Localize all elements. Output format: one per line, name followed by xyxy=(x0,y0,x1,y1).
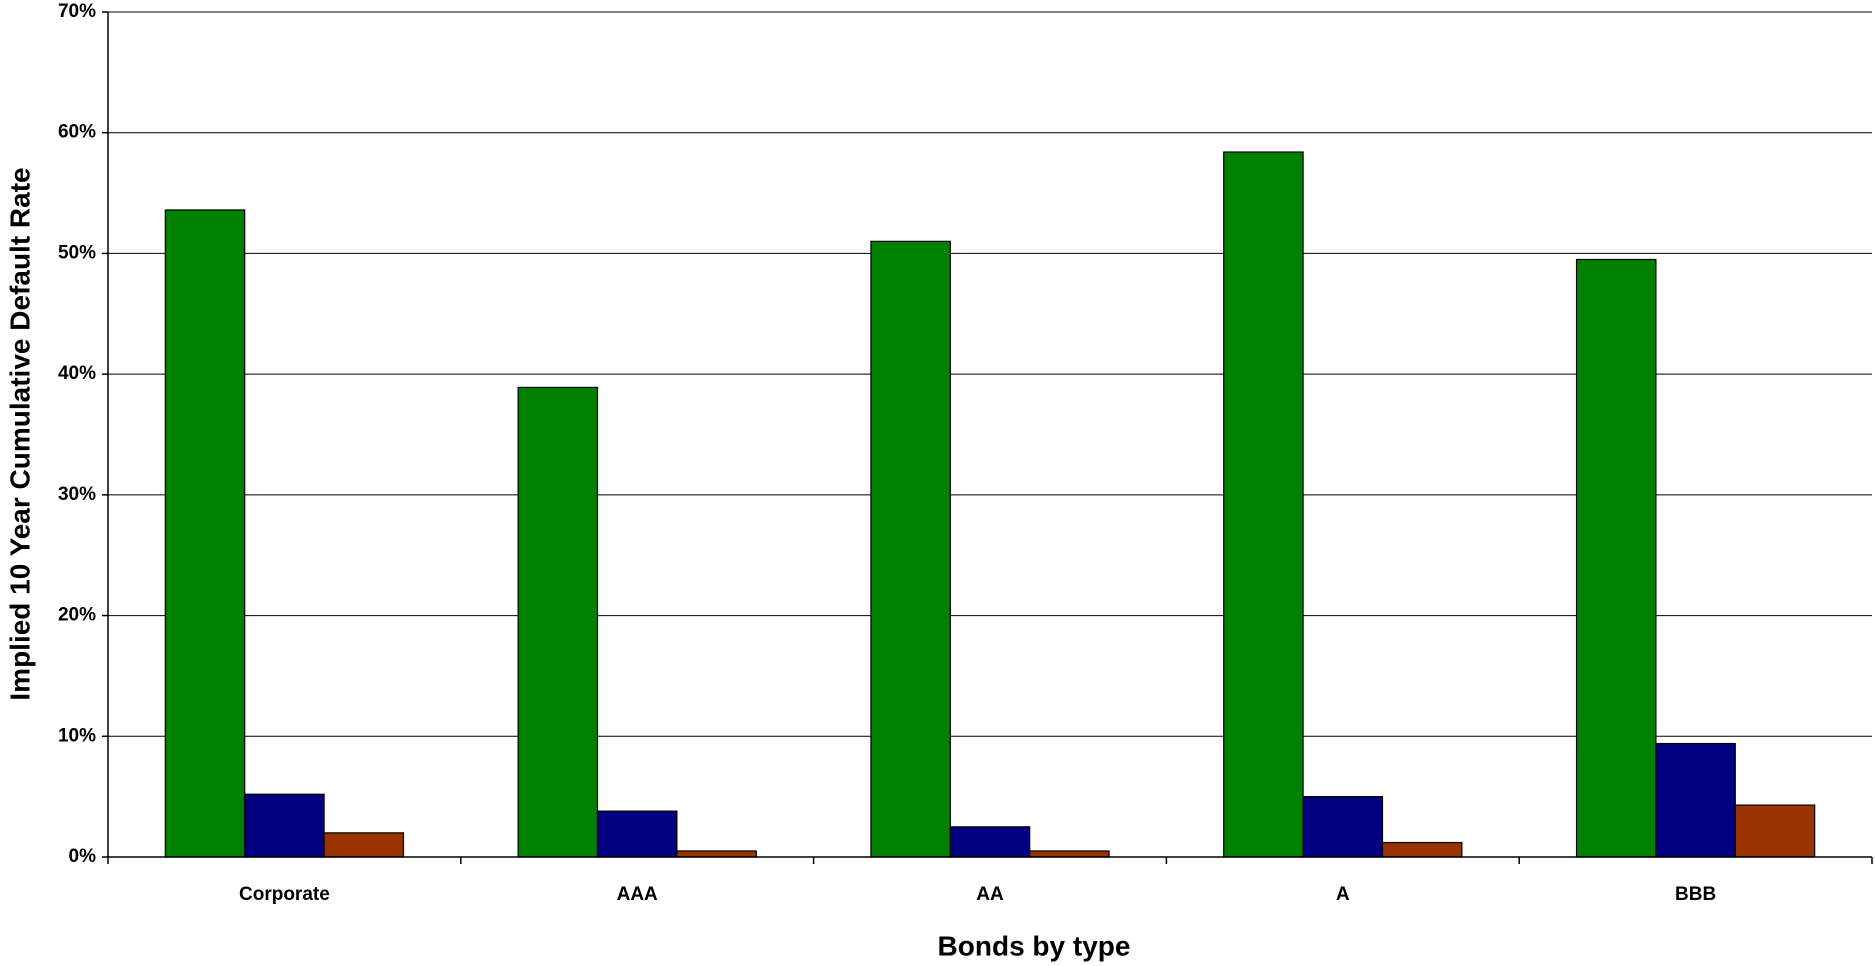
y-tick-label: 60% xyxy=(58,122,96,143)
x-tick-label: BBB xyxy=(1675,884,1716,905)
bar xyxy=(596,810,678,858)
bar xyxy=(244,793,325,858)
y-tick-label: 50% xyxy=(58,242,96,263)
bar xyxy=(517,386,599,858)
y-axis-title: Implied 10 Year Cumulative Default Rate xyxy=(4,167,35,700)
y-tick-label: 70% xyxy=(58,1,96,22)
x-tick-label: A xyxy=(1336,884,1350,905)
bar xyxy=(870,240,951,858)
y-tick-label: 40% xyxy=(58,363,96,384)
bar xyxy=(1302,796,1384,858)
bar xyxy=(949,826,1031,858)
bar xyxy=(1029,850,1110,858)
bar xyxy=(676,850,757,858)
x-tick-label: Corporate xyxy=(239,884,330,905)
x-axis-title: Bonds by type xyxy=(938,930,1131,961)
bar xyxy=(1223,151,1304,858)
bar xyxy=(164,209,246,858)
bar xyxy=(1575,258,1657,858)
y-tick-label: 30% xyxy=(58,484,96,505)
x-tick-label: AA xyxy=(976,884,1004,905)
y-tick-label: 20% xyxy=(58,605,96,626)
bar xyxy=(323,832,405,858)
bar xyxy=(1381,841,1463,858)
x-tick-label: AAA xyxy=(617,884,658,905)
y-tick-label: 10% xyxy=(58,725,96,746)
y-tick-label: 0% xyxy=(69,846,97,867)
bar xyxy=(1734,804,1816,858)
bar xyxy=(1655,742,1736,858)
